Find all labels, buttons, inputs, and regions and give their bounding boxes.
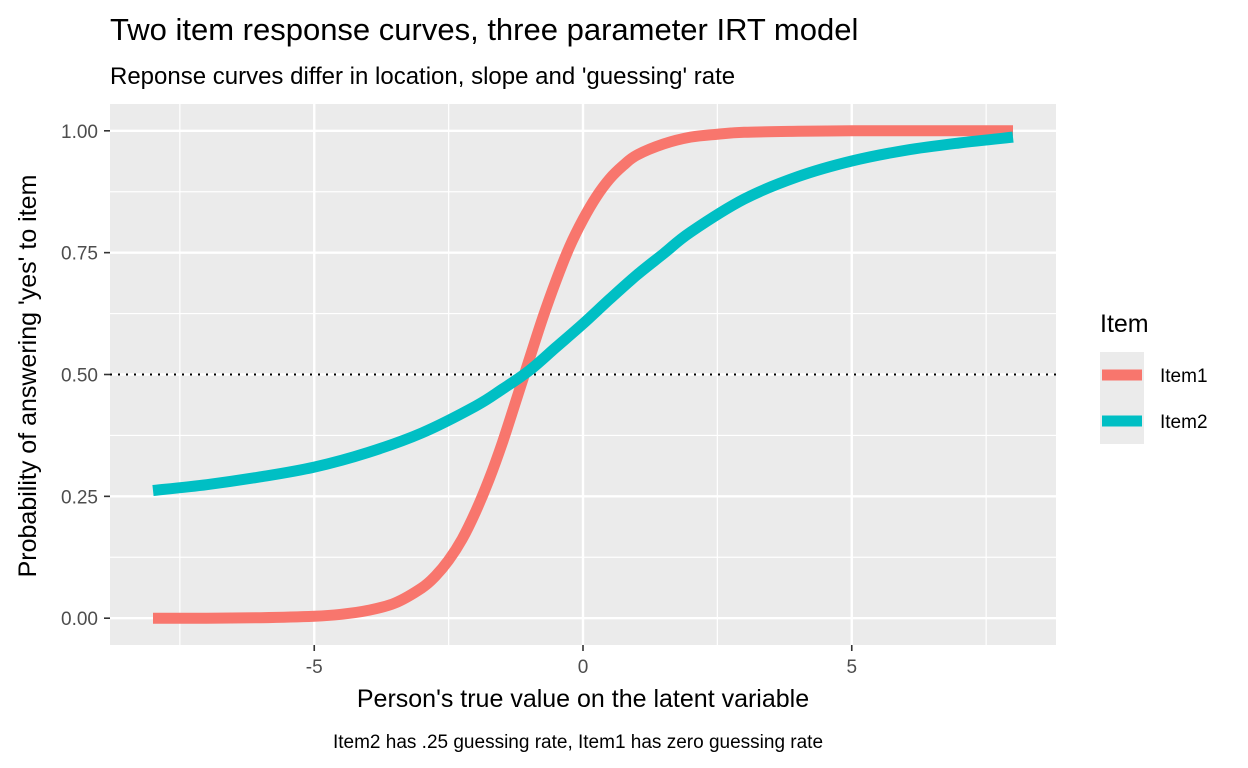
y-axis-title: Probability of answering 'yes' to item: [14, 175, 42, 578]
y-tick-label: 1.00: [61, 122, 98, 143]
series-line-item1: [152, 125, 1013, 624]
x-axis: -5 0 5: [306, 645, 857, 678]
series-line-item2: [152, 131, 1014, 496]
legend-label-item2: Item2: [1160, 412, 1208, 433]
x-tick-label: -5: [306, 657, 323, 678]
x-tick-label: 5: [846, 657, 857, 678]
x-axis-title: Person's true value on the latent variab…: [357, 685, 809, 713]
y-tick-label: 0.75: [61, 244, 98, 265]
x-tick-label: 0: [578, 657, 589, 678]
y-tick-label: 0.00: [61, 609, 98, 630]
legend-label-item1: Item1: [1160, 366, 1208, 387]
chart-title: Two item response curves, three paramete…: [110, 12, 858, 47]
legend: Item Item1 Item2: [1100, 310, 1208, 444]
legend-title: Item: [1100, 310, 1149, 338]
y-tick-label: 0.25: [61, 487, 98, 508]
chart-subtitle: Reponse curves differ in location, slope…: [110, 63, 735, 90]
y-tick-label: 0.50: [61, 366, 98, 387]
response-curves: [152, 125, 1014, 624]
y-axis: 0.00 0.25 0.50 0.75 1.00: [61, 122, 110, 630]
legend-key-background: [1100, 352, 1144, 444]
chart-caption: Item2 has .25 guessing rate, Item1 has z…: [333, 732, 823, 753]
